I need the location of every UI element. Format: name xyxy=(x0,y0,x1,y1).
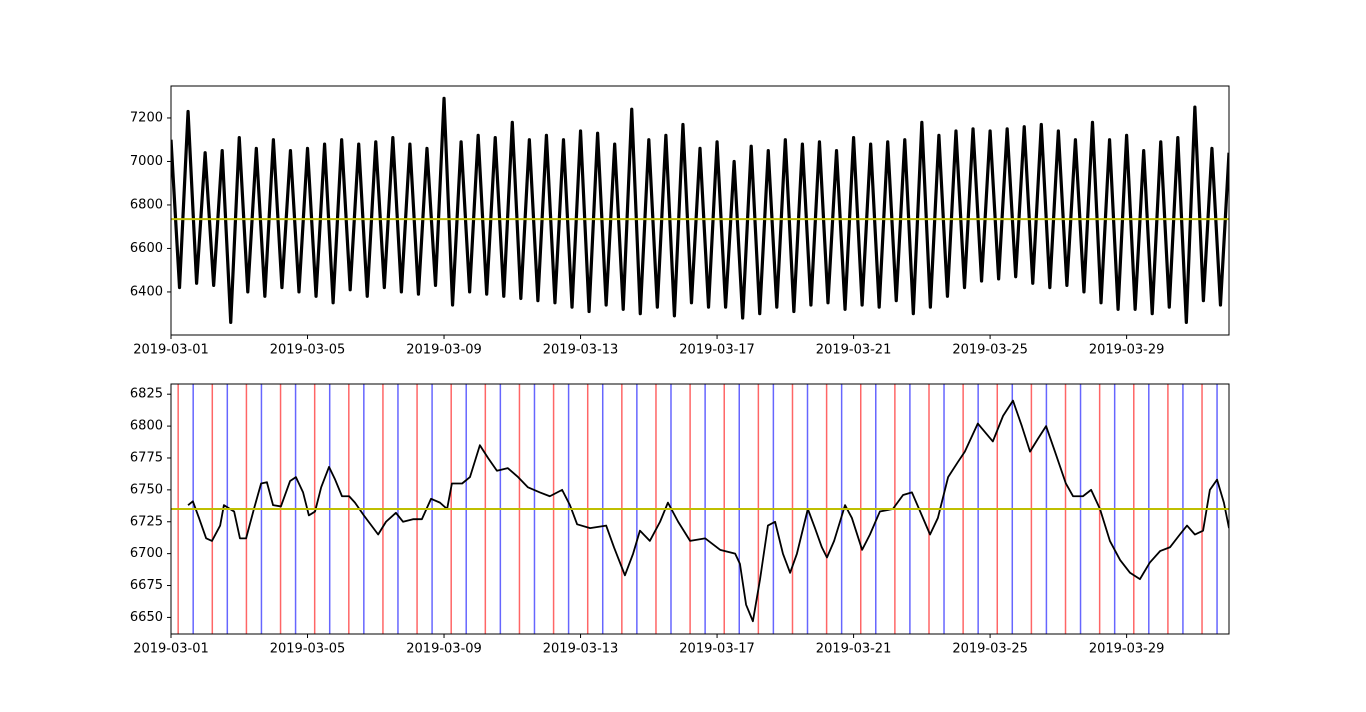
y-tick-label: 6400 xyxy=(130,284,163,299)
x-tick-label: 2019-03-21 xyxy=(816,642,892,657)
y-tick-label: 6750 xyxy=(130,482,163,497)
axes-frame xyxy=(170,383,1230,635)
x-tick-label: 2019-03-21 xyxy=(816,343,892,358)
x-tick-label: 2019-03-05 xyxy=(270,642,346,657)
y-tick-label: 6775 xyxy=(130,450,163,465)
x-tick-label: 2019-03-05 xyxy=(270,343,346,358)
x-tick-label: 2019-03-01 xyxy=(133,642,209,657)
x-tick-label: 2019-03-25 xyxy=(952,642,1028,657)
y-tick-label: 7200 xyxy=(130,110,163,125)
y-tick-label: 6800 xyxy=(130,419,163,434)
series-line xyxy=(171,96,1229,324)
y-tick-label: 6825 xyxy=(130,387,163,402)
y-tick-label: 6800 xyxy=(130,197,163,212)
x-tick-label: 2019-03-13 xyxy=(543,343,619,358)
subplot: 6650 6675 6700 6725 6750 6775 6800 6825 2019-03-… xyxy=(130,383,1230,657)
x-tick-label: 2019-03-25 xyxy=(952,343,1028,358)
plot-area xyxy=(171,384,1229,634)
x-tick-label: 2019-03-17 xyxy=(679,343,755,358)
y-tick-label: 6725 xyxy=(130,514,163,529)
plot-area xyxy=(171,96,1229,324)
y-tick-label: 7000 xyxy=(130,154,163,169)
y-tick-label: 6650 xyxy=(130,610,163,625)
y-tick-label: 6700 xyxy=(130,546,163,561)
x-tick-label: 2019-03-29 xyxy=(1089,343,1165,358)
x-tick-label: 2019-03-01 xyxy=(133,343,209,358)
x-tick-label: 2019-03-13 xyxy=(543,642,619,657)
y-tick-label: 6675 xyxy=(130,578,163,593)
axes-frame xyxy=(170,85,1230,336)
x-tick-label: 2019-03-29 xyxy=(1089,642,1165,657)
x-tick-label: 2019-03-09 xyxy=(406,642,482,657)
y-tick-label: 6600 xyxy=(130,241,163,256)
subplot: 6400 6600 6800 7000 7200 2019-03-01 2019-03-05… xyxy=(130,85,1230,358)
x-tick-label: 2019-03-09 xyxy=(406,343,482,358)
x-tick-label: 2019-03-17 xyxy=(679,642,755,657)
series-line xyxy=(187,399,1229,623)
